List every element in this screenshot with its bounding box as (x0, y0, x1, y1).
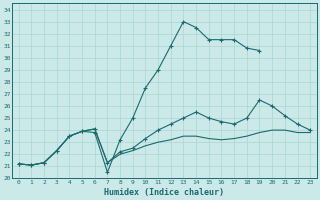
X-axis label: Humidex (Indice chaleur): Humidex (Indice chaleur) (104, 188, 224, 197)
